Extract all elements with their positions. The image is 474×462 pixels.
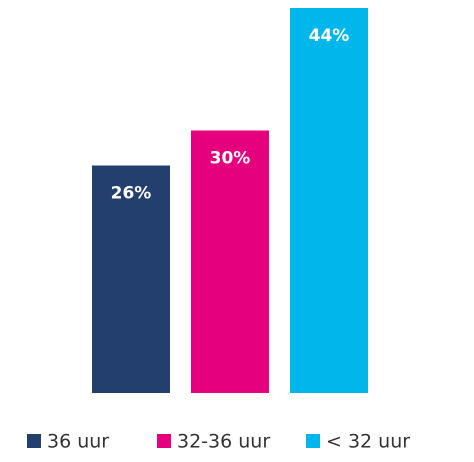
bar [92,165,170,393]
value-label: 44% [309,26,350,46]
legend-label: 32-36 uur [177,431,270,453]
value-label: 26% [111,184,152,204]
value-label: 30% [210,149,251,169]
legend-swatch [157,434,171,448]
legend-swatch [27,434,41,448]
legend-label: 36 uur [47,431,109,453]
bar [191,130,269,393]
bar [290,8,368,393]
legend-swatch [306,434,320,448]
legend-label: < 32 uur [326,431,410,453]
